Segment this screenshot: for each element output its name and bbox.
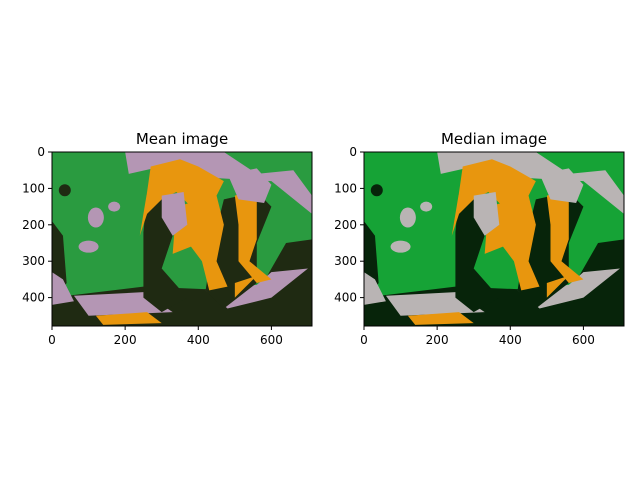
image-right-bottom-orange-strip [234, 275, 257, 298]
mean-image-ticks: 0 200 400 600 0 100 200 300 400 [22, 145, 283, 347]
y-tick-label: 100 [22, 181, 45, 195]
y-tick-label: 0 [37, 145, 45, 159]
image-dark-spot [370, 184, 383, 197]
x-tick-label: 600 [572, 333, 595, 347]
image-foliage-blob-1 [399, 207, 416, 228]
image-right-parrot-orange [234, 188, 272, 284]
y-tick-label: 100 [334, 181, 357, 195]
image-left-parrot-head-light [473, 192, 500, 236]
image-dark-spot [58, 184, 71, 197]
x-tick-label: 400 [499, 333, 522, 347]
y-tick-label: 0 [349, 145, 357, 159]
image-right-parrot-head-light [227, 168, 272, 203]
x-tick-label: 0 [360, 333, 368, 347]
image-foliage-blob-3 [78, 240, 99, 253]
image-bottom-orange-strip [95, 312, 162, 325]
image-right-parrot-orange [546, 188, 584, 284]
median-image-raster [364, 152, 624, 326]
y-tick-label: 300 [334, 254, 357, 268]
image-left-parrot-head-light [161, 192, 188, 236]
image-foliage-blob-2 [420, 201, 433, 212]
mean-image-axes-frame [51, 151, 313, 327]
x-tick-label: 600 [260, 333, 283, 347]
image-bottom-light-patch [364, 272, 386, 305]
mean-image-panel: Mean image 0 200 400 600 0 100 200 300 400 [22, 130, 313, 347]
y-tick-label: 200 [22, 218, 45, 232]
x-tick-label: 200 [114, 333, 137, 347]
mean-image-raster [52, 152, 312, 326]
image-right-parrot-head-light [539, 168, 584, 203]
image-bottom-light-patch [52, 272, 74, 305]
y-tick-label: 400 [334, 291, 357, 305]
median-image-panel: Median image 0 200 400 600 0 100 200 300 400 [334, 130, 625, 347]
median-image-ticks: 0 200 400 600 0 100 200 300 400 [334, 145, 595, 347]
x-tick-label: 0 [48, 333, 56, 347]
y-tick-label: 200 [334, 218, 357, 232]
image-right-bottom-orange-strip [546, 275, 569, 298]
image-left-parrot-dark [455, 192, 500, 313]
image-bottom-orange-strip [407, 312, 474, 325]
image-foliage-blob-1 [87, 207, 104, 228]
y-tick-label: 300 [22, 254, 45, 268]
median-image-title: Median image [441, 130, 547, 148]
image-foliage-blob-3 [390, 240, 411, 253]
image-foliage-blob-2 [108, 201, 121, 212]
median-image-axes-frame [363, 151, 625, 327]
y-tick-label: 400 [22, 291, 45, 305]
image-left-parrot-dark [143, 192, 188, 313]
x-tick-label: 400 [187, 333, 210, 347]
mean-image-title: Mean image [136, 130, 228, 148]
x-tick-label: 200 [426, 333, 449, 347]
